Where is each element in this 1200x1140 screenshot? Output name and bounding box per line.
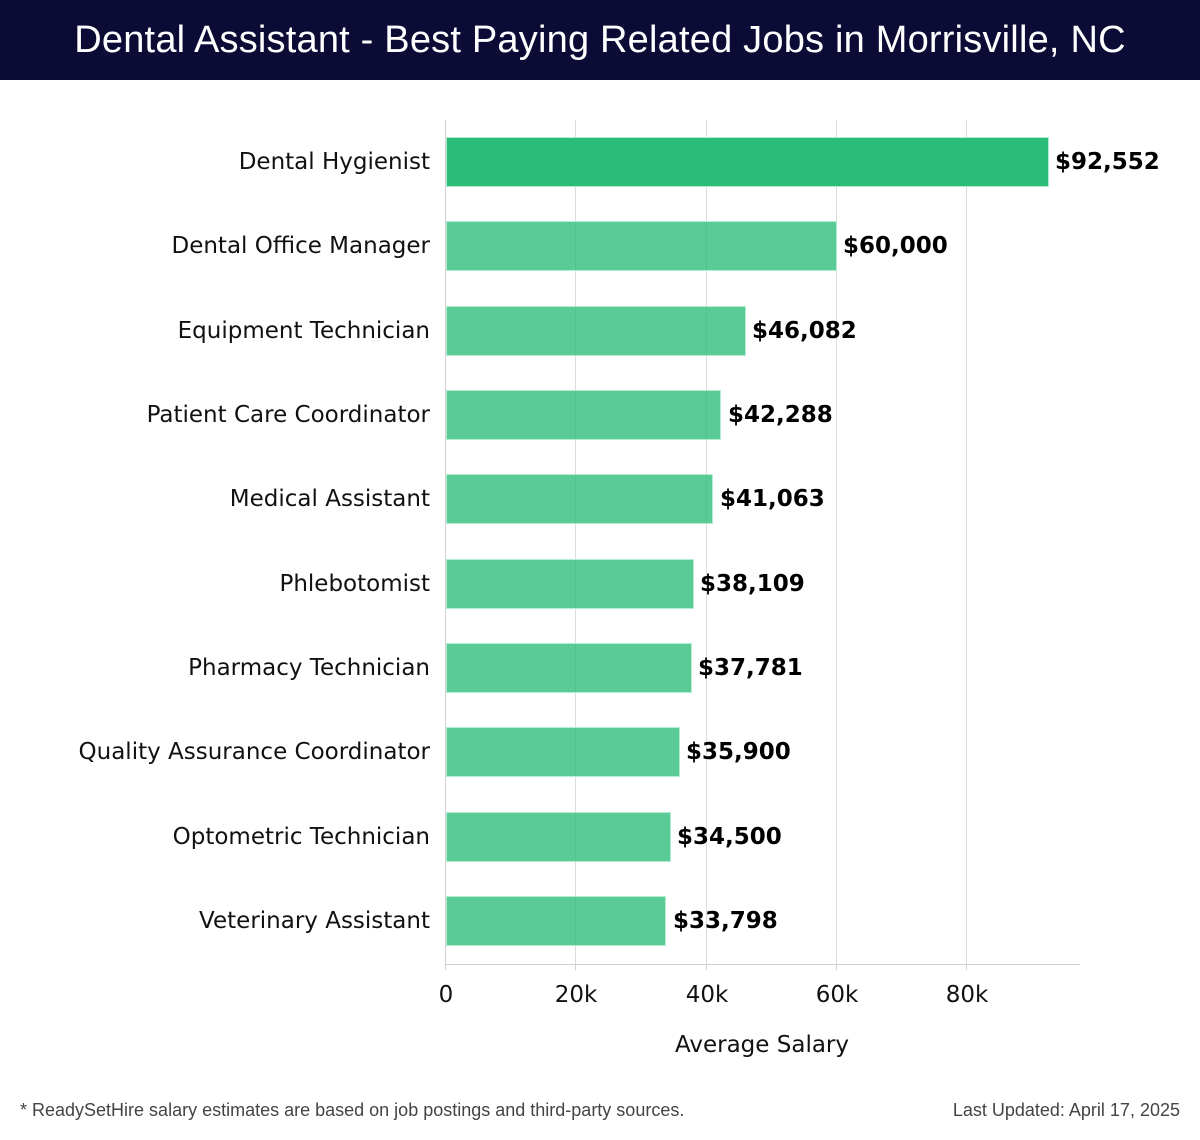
gridline-80k — [966, 120, 967, 964]
category-label: Equipment Technician — [177, 318, 430, 344]
value-label: $60,000 — [843, 233, 948, 259]
source-footnote: * ReadySetHire salary estimates are base… — [20, 1100, 685, 1120]
category-label: Dental Hygienist — [238, 149, 430, 175]
bar-row: Dental Hygienist $92,552 — [0, 137, 1200, 187]
x-tick — [706, 964, 707, 970]
value-label: $34,500 — [677, 824, 782, 850]
x-tick-label: 0 — [438, 982, 454, 1008]
category-label: Pharmacy Technician — [188, 655, 430, 681]
chart-title: Dental Assistant - Best Paying Related J… — [74, 18, 1126, 61]
bar — [446, 559, 694, 609]
bar-row: Veterinary Assistant $33,798 — [0, 896, 1200, 946]
value-label: $42,288 — [728, 402, 833, 428]
bar-row: Dental Office Manager $60,000 — [0, 221, 1200, 271]
bar — [446, 727, 680, 777]
x-tick — [966, 964, 967, 970]
category-label: Veterinary Assistant — [199, 908, 430, 934]
bar-row: Patient Care Coordinator $42,288 — [0, 390, 1200, 440]
value-label: $46,082 — [752, 318, 857, 344]
bar-row: Quality Assurance Coordinator $35,900 — [0, 727, 1200, 777]
gridline-20k — [575, 120, 576, 964]
bar-row: Pharmacy Technician $37,781 — [0, 643, 1200, 693]
value-label: $92,552 — [1055, 149, 1160, 175]
y-axis-line — [445, 120, 446, 970]
gridline-40k — [706, 120, 707, 964]
value-label: $35,900 — [686, 739, 791, 765]
bar-row: Equipment Technician $46,082 — [0, 306, 1200, 356]
x-tick-label: 60k — [815, 982, 859, 1008]
gridline-60k — [836, 120, 837, 964]
x-tick — [575, 964, 576, 970]
bar — [446, 474, 713, 524]
x-tick-label: 80k — [945, 982, 989, 1008]
x-tick-label: 40k — [685, 982, 729, 1008]
x-tick-label: 20k — [554, 982, 598, 1008]
bar-row: Phlebotomist $38,109 — [0, 559, 1200, 609]
category-label: Optometric Technician — [172, 824, 430, 850]
x-axis-line — [445, 964, 1080, 965]
category-label: Medical Assistant — [229, 486, 430, 512]
bar — [446, 390, 721, 440]
bar — [446, 812, 671, 862]
value-label: $38,109 — [700, 571, 805, 597]
category-label: Patient Care Coordinator — [146, 402, 430, 428]
category-label: Phlebotomist — [279, 571, 430, 597]
bar — [446, 137, 1049, 187]
value-label: $41,063 — [720, 486, 825, 512]
bar — [446, 221, 837, 271]
x-axis-label: Average Salary — [674, 1032, 849, 1058]
bar — [446, 306, 746, 356]
last-updated-text: Last Updated: April 17, 2025 — [952, 1100, 1180, 1120]
x-tick — [445, 964, 446, 970]
bar — [446, 643, 692, 693]
chart-title-banner: Dental Assistant - Best Paying Related J… — [0, 0, 1200, 80]
category-label: Quality Assurance Coordinator — [78, 739, 430, 765]
bar-row: Optometric Technician $34,500 — [0, 812, 1200, 862]
x-tick — [836, 964, 837, 970]
category-label: Dental Office Manager — [171, 233, 430, 259]
bar — [446, 896, 666, 946]
bar-row: Medical Assistant $41,063 — [0, 474, 1200, 524]
value-label: $33,798 — [673, 908, 778, 934]
value-label: $37,781 — [698, 655, 803, 681]
